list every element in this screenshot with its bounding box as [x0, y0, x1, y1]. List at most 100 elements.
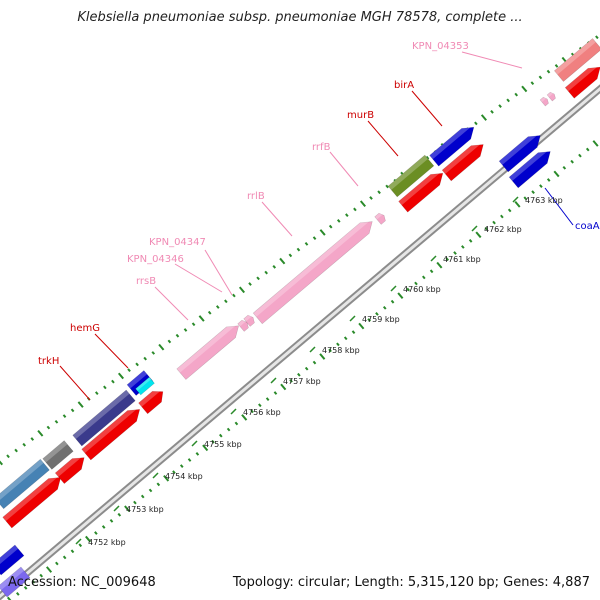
track-dot — [85, 535, 92, 543]
feature-gene-coaA-2-body — [508, 151, 551, 189]
track-dot — [133, 500, 137, 505]
track-dot — [562, 165, 567, 170]
feature-gene-coaA-2-shine — [509, 146, 549, 181]
track-dot — [385, 184, 389, 189]
feature-gene-steelblue — [0, 458, 50, 510]
label-leader — [204, 249, 233, 296]
track-dot — [258, 403, 262, 408]
feature-label-rrsB[interactable]: rrsB — [136, 276, 156, 287]
label-leader — [59, 365, 91, 401]
scale-tick — [430, 255, 437, 262]
feature-rna-small-2-shine — [547, 91, 554, 98]
feature-gene-left-blue — [0, 544, 25, 576]
track-dot — [289, 378, 293, 383]
feature-label-birA[interactable]: birA — [394, 80, 414, 91]
tick-label: 4762 kbp — [484, 225, 522, 234]
track-dot — [215, 305, 220, 309]
track-dot — [312, 360, 317, 365]
scale-tick — [191, 440, 198, 447]
track-dot — [30, 437, 35, 441]
tick-label: 4758 kbp — [322, 346, 360, 355]
track-dot — [140, 494, 145, 499]
feature-gene-red-1-body — [2, 477, 62, 529]
track-dot — [507, 208, 512, 213]
track-dot — [37, 429, 44, 437]
feature-label-KPN_04347[interactable]: KPN_04347 — [149, 237, 206, 248]
tick-label: 4763 kbp — [525, 196, 563, 205]
track-dot — [353, 207, 357, 212]
track-dot — [124, 505, 131, 513]
feature-rna-KPN_04353-shine — [554, 38, 596, 75]
scale-tick — [512, 196, 519, 203]
track-dot — [234, 421, 239, 426]
track-dot — [70, 549, 75, 554]
feature-label-coaA[interactable]: coaA — [575, 221, 600, 232]
track-dot — [539, 184, 543, 188]
tick-label: 4759 kbp — [362, 315, 400, 324]
track-dot — [198, 315, 205, 322]
track-dot — [461, 245, 465, 249]
feature-gene-hemG-shine — [127, 370, 148, 389]
feature-gene-red-4 — [138, 386, 164, 415]
accession-text: Accession: NC_009648 — [8, 575, 156, 590]
feature-gene-steelblue-body — [0, 458, 50, 510]
feature-label-rrfB[interactable]: rrfB — [312, 142, 331, 153]
feature-rna-rrlB — [252, 216, 373, 325]
track-dot — [23, 585, 28, 590]
track-dot — [151, 351, 156, 355]
feature-rna-small-1 — [539, 96, 549, 107]
track-dot — [103, 385, 107, 390]
label-leaders — [59, 51, 574, 401]
track-dot — [77, 401, 84, 408]
feature-label-hemG[interactable]: hemG — [70, 323, 100, 334]
scale-tick — [270, 377, 277, 384]
map-title: Klebsiella pneumoniae subsp. pneumoniae … — [77, 10, 523, 25]
track-dot — [406, 287, 410, 292]
track-dot — [500, 214, 504, 219]
feature-label-KPN_04353[interactable]: KPN_04353 — [412, 41, 469, 52]
track-dot — [468, 238, 473, 243]
feature-gene-red-3 — [81, 404, 141, 461]
feature-gene-coaA-1-shine — [499, 130, 539, 165]
track-dot — [226, 427, 231, 432]
feature-gene-red-1 — [2, 472, 62, 529]
tick-label: 4756 kbp — [243, 408, 281, 417]
track-dot — [14, 448, 18, 453]
label-leader — [411, 90, 443, 127]
feature-gene-red-4-body — [138, 391, 164, 415]
track-dot — [78, 543, 83, 548]
track-dot — [183, 328, 188, 332]
track-dot — [238, 286, 246, 294]
label-leader — [154, 286, 189, 321]
track-dot — [414, 281, 418, 286]
track-dot — [94, 391, 99, 395]
track-dot — [578, 153, 582, 158]
track-dot — [390, 299, 395, 304]
feature-label-KPN_04346[interactable]: KPN_04346 — [127, 254, 184, 265]
track-dot — [570, 159, 574, 164]
feature-label-trkH[interactable]: trkH — [38, 356, 59, 367]
track-dot — [101, 525, 106, 529]
feature-rna-KPN_04353 — [554, 38, 600, 82]
label-leader — [329, 151, 359, 187]
feature-label-murB[interactable]: murB — [347, 110, 374, 121]
track-dot — [62, 414, 67, 418]
track-dot — [546, 69, 551, 74]
track-dot — [514, 201, 521, 208]
track-dot — [359, 200, 366, 208]
track-dot — [484, 226, 489, 231]
track-dot — [521, 85, 528, 93]
track-dot — [16, 592, 20, 596]
track-dot — [585, 147, 590, 152]
track-dot — [436, 261, 443, 269]
track-dot — [143, 356, 147, 361]
feature-label-rrlB[interactable]: rrlB — [247, 191, 265, 202]
feature-rna-rrfB-body — [374, 212, 386, 225]
feature-rna-rrsB-shine — [176, 320, 238, 373]
track-dot — [530, 81, 535, 86]
tick-label: 4752 kbp — [88, 538, 126, 547]
track-dot — [135, 362, 139, 367]
feature-rna-KPN_04347-body — [243, 314, 255, 327]
feature-gene-murB-body — [387, 154, 435, 198]
tick-label: 4757 kbp — [283, 377, 321, 386]
